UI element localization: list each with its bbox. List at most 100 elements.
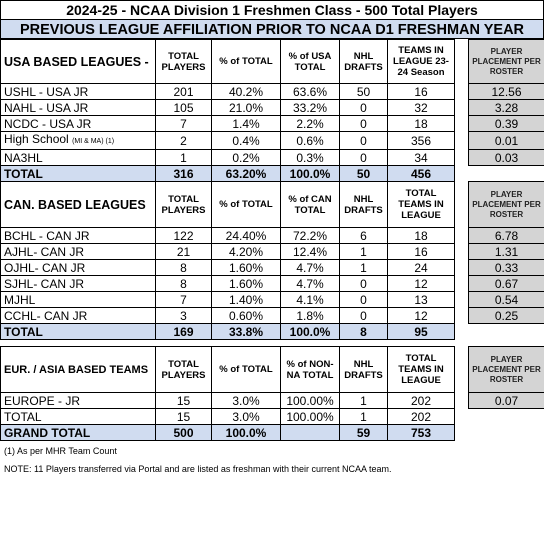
column-gap — [454, 259, 469, 276]
pct-total: 4.20% — [211, 243, 281, 260]
column-gap — [454, 275, 469, 292]
pct-group: 4.7% — [280, 275, 340, 292]
league-name: MJHL — [0, 291, 156, 308]
pct-group: 1.8% — [280, 307, 340, 324]
nhl-drafts: 1 — [339, 243, 388, 260]
grand-total-teams: 753 — [387, 424, 455, 441]
pct-total: 33.8% — [211, 323, 281, 340]
usa-section-heading: USA BASED LEAGUES - — [0, 39, 156, 84]
league-affiliation-report: 2024-25 - NCAA Division 1 Freshmen Class… — [0, 0, 544, 474]
placement: 0.07 — [468, 392, 544, 409]
col-total-players: TOTAL PLAYERS — [155, 346, 212, 393]
teams: 202 — [387, 392, 455, 409]
pct-group: 0.6% — [280, 131, 340, 150]
grand-total-drafts: 59 — [339, 424, 388, 441]
teams: 32 — [387, 99, 455, 116]
nhl-drafts: 0 — [339, 307, 388, 324]
pct-total: 3.0% — [211, 408, 281, 425]
pct-group: 63.6% — [280, 83, 340, 100]
col-placement: PLAYER PLACEMENT PER ROSTER — [468, 181, 544, 228]
teams: 456 — [387, 165, 455, 182]
table-row: High School (MI & MA) (1) 2 0.4% 0.6% 0 … — [0, 131, 544, 150]
col-total-players: TOTAL PLAYERS — [155, 181, 212, 228]
column-gap — [454, 392, 469, 409]
column-gap — [454, 323, 469, 340]
column-gap — [454, 227, 469, 244]
col-pct-group: % of CAN TOTAL — [280, 181, 340, 228]
pct-total: 63.20% — [211, 165, 281, 182]
teams: 95 — [387, 323, 455, 340]
nhl-drafts: 0 — [339, 115, 388, 132]
column-gap — [454, 149, 469, 166]
column-gap — [454, 346, 469, 393]
teams: 18 — [387, 227, 455, 244]
col-teams: TOTAL TEAMS IN LEAGUE — [387, 346, 455, 393]
teams: 12 — [387, 307, 455, 324]
placement: 0.25 — [468, 307, 544, 324]
teams: 12 — [387, 275, 455, 292]
col-pct-group: % of USA TOTAL — [280, 39, 340, 84]
total-players: 1 — [155, 149, 212, 166]
table-row: NCDC - USA JR 7 1.4% 2.2% 0 18 0.39 — [0, 115, 544, 132]
league-name: OJHL- CAN JR — [0, 259, 156, 276]
col-pct-group: % of NON-NA TOTAL — [280, 346, 340, 393]
teams: 356 — [387, 131, 455, 150]
teams: 18 — [387, 115, 455, 132]
teams: 24 — [387, 259, 455, 276]
grand-total-blank — [280, 424, 340, 441]
total-label: TOTAL — [0, 408, 156, 425]
column-gap — [454, 307, 469, 324]
league-name: BCHL - CAN JR — [0, 227, 156, 244]
grand-total-pct: 100.0% — [211, 424, 281, 441]
eur-section-heading: EUR. / ASIA BASED TEAMS — [0, 346, 156, 393]
usa-header-row: USA BASED LEAGUES - TOTAL PLAYERS % of T… — [0, 39, 544, 84]
pct-total: 1.4% — [211, 115, 281, 132]
pct-total: 3.0% — [211, 392, 281, 409]
table-row: NA3HL 1 0.2% 0.3% 0 34 0.03 — [0, 149, 544, 166]
nhl-drafts: 1 — [339, 392, 388, 409]
table-row: EUROPE - JR 15 3.0% 100.00% 1 202 0.07 — [0, 392, 544, 409]
placement: 6.78 — [468, 227, 544, 244]
pct-total: 24.40% — [211, 227, 281, 244]
pct-group: 72.2% — [280, 227, 340, 244]
col-pct-total: % of TOTAL — [211, 181, 281, 228]
col-pct-total: % of TOTAL — [211, 346, 281, 393]
col-total-players: TOTAL PLAYERS — [155, 39, 212, 84]
placement-blank — [469, 409, 544, 425]
total-players: 7 — [155, 115, 212, 132]
column-gap — [454, 181, 469, 228]
teams: 202 — [387, 408, 455, 425]
total-players: 316 — [155, 165, 212, 182]
table-row: CCHL- CAN JR 3 0.60% 1.8% 0 12 0.25 — [0, 307, 544, 324]
total-players: 8 — [155, 259, 212, 276]
col-pct-total: % of TOTAL — [211, 39, 281, 84]
pct-total: 1.40% — [211, 291, 281, 308]
total-players: 201 — [155, 83, 212, 100]
can-total-row: TOTAL 169 33.8% 100.0% 8 95 — [0, 323, 544, 340]
pct-total: 1.60% — [211, 275, 281, 292]
footnote-mhr: (1) As per MHR Team Count — [4, 446, 117, 456]
league-name: NA3HL — [0, 149, 156, 166]
grand-total-players: 500 — [155, 424, 212, 441]
column-gap — [454, 131, 469, 150]
league-table: USA BASED LEAGUES - TOTAL PLAYERS % of T… — [0, 39, 544, 441]
pct-total: 0.2% — [211, 149, 281, 166]
can-section-heading: CAN. BASED LEAGUES — [0, 181, 156, 228]
column-gap — [454, 115, 469, 132]
table-row: OJHL- CAN JR 8 1.60% 4.7% 1 24 0.33 — [0, 259, 544, 276]
league-name: USHL - USA JR — [0, 83, 156, 100]
can-header-row: CAN. BASED LEAGUES TOTAL PLAYERS % of TO… — [0, 181, 544, 228]
placement: 0.54 — [468, 291, 544, 308]
spacer-cell — [0, 339, 544, 347]
pct-group: 100.00% — [280, 392, 340, 409]
col-placement: PLAYER PLACEMENT PER ROSTER — [468, 39, 544, 84]
col-placement: PLAYER PLACEMENT PER ROSTER — [468, 346, 544, 393]
col-nhl-drafts: NHL DRAFTS — [339, 39, 388, 84]
league-name: SJHL- CAN JR — [0, 275, 156, 292]
nhl-drafts: 8 — [339, 323, 388, 340]
column-gap — [454, 99, 469, 116]
placement: 0.33 — [468, 259, 544, 276]
footnote-portal: NOTE: 11 Players transferred via Portal … — [4, 464, 392, 474]
placement: 1.31 — [468, 243, 544, 260]
section-spacer — [0, 339, 544, 347]
